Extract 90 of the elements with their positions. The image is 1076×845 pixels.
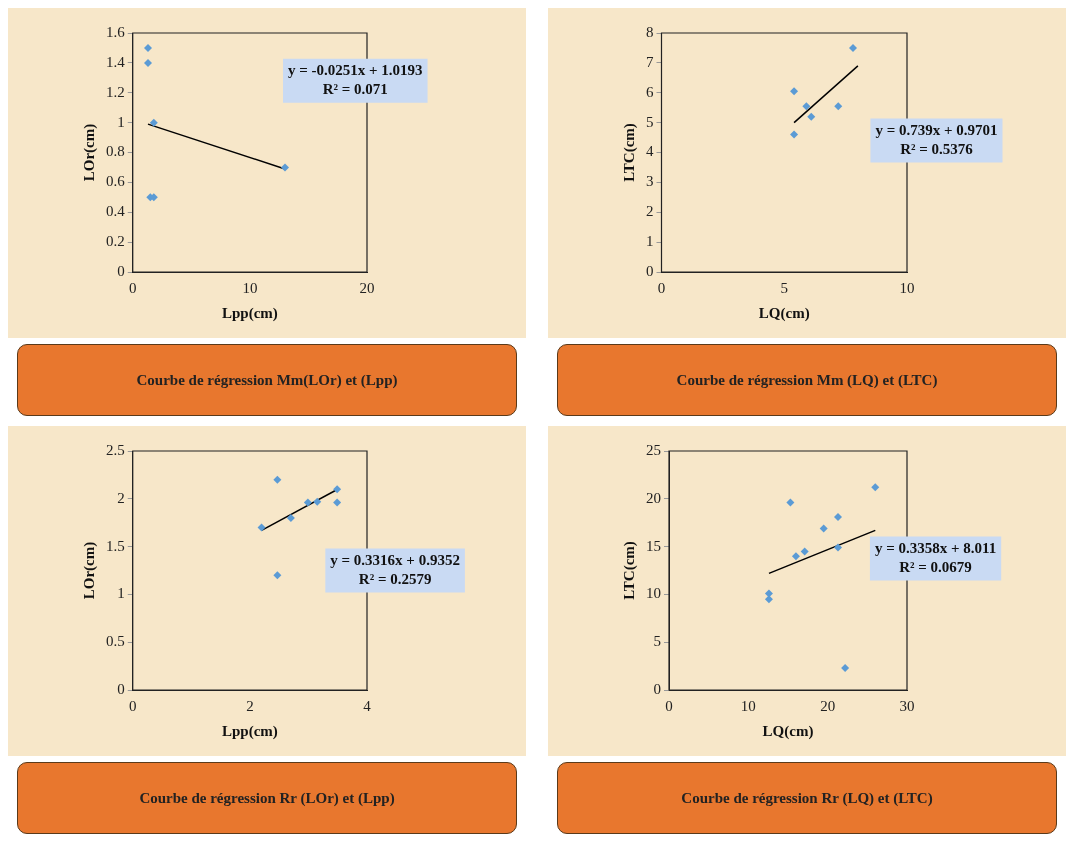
y-tick-label: 0 xyxy=(117,262,125,279)
point xyxy=(281,163,290,172)
point xyxy=(764,595,773,604)
point xyxy=(143,43,152,52)
y-tick-label: 1 xyxy=(117,113,125,130)
point xyxy=(257,523,266,532)
y-tick-label: 0 xyxy=(646,262,654,279)
point xyxy=(273,475,282,484)
x-tick-label: 4 xyxy=(363,697,372,714)
annotation: R² = 0.0679 xyxy=(899,558,972,575)
point xyxy=(807,112,816,121)
y-tick-label: 0.4 xyxy=(106,203,126,220)
point xyxy=(149,118,158,127)
y-tick-label: 1.5 xyxy=(106,537,125,554)
y-axis-title: LTC(cm) xyxy=(620,541,638,600)
x-axis-title: Lpp(cm) xyxy=(221,304,278,322)
y-tick-label: 1.6 xyxy=(106,23,126,40)
y-axis-title: LOr(cm) xyxy=(80,541,98,600)
point xyxy=(333,498,342,507)
y-tick-label: 2.5 xyxy=(106,441,125,458)
y-tick-label: 10 xyxy=(646,585,661,602)
x-axis-title: LQ(cm) xyxy=(762,722,814,740)
y-tick-label: 5 xyxy=(653,633,661,650)
x-tick-label: 2 xyxy=(246,697,254,714)
point xyxy=(819,524,828,533)
point xyxy=(764,589,773,598)
x-tick-label: 10 xyxy=(242,279,258,296)
annotation: y = 0.3358x + 8.011 xyxy=(874,539,997,556)
x-tick-label: 10 xyxy=(899,279,915,296)
point xyxy=(333,485,342,494)
y-tick-label: 2 xyxy=(646,203,654,220)
y-tick-label: 1.2 xyxy=(106,83,125,100)
y-tick-label: 3 xyxy=(646,173,654,190)
y-tick-label: 25 xyxy=(646,441,661,458)
point xyxy=(871,483,880,492)
text: Courbe de régression Rr (LQ) et (LTC) xyxy=(557,762,1057,834)
point xyxy=(841,664,850,673)
y-axis-title: LOr(cm) xyxy=(80,123,98,182)
y-tick-label: 8 xyxy=(646,23,654,40)
y-tick-label: 0.6 xyxy=(106,173,126,190)
point xyxy=(791,552,800,561)
y-tick-label: 15 xyxy=(646,537,661,554)
point xyxy=(848,43,857,52)
y-tick-label: 0 xyxy=(117,680,125,697)
annotation: y = 0.3316x + 0.9352 xyxy=(330,551,460,568)
y-tick-label: 5 xyxy=(646,113,654,130)
text: Courbe de régression Mm (LQ) et (LTC) xyxy=(557,344,1057,416)
annotation: y = 0.739x + 0.9701 xyxy=(875,121,998,138)
y-tick-label: 0 xyxy=(653,680,661,697)
y-tick-label: 0.5 xyxy=(106,633,125,650)
point xyxy=(802,102,811,111)
x-tick-label: 0 xyxy=(129,279,137,296)
x-tick-label: 0 xyxy=(129,697,137,714)
point xyxy=(303,498,312,507)
y-tick-label: 7 xyxy=(646,53,654,70)
y-tick-label: 20 xyxy=(646,489,661,506)
y-axis-title: LTC(cm) xyxy=(620,123,638,182)
y-tick-label: 2 xyxy=(117,489,125,506)
y-tick-label: 1 xyxy=(646,233,654,250)
point xyxy=(143,58,152,67)
x-tick-label: 0 xyxy=(665,697,673,714)
point xyxy=(790,130,799,139)
annotation: y = -0.0251x + 1.0193 xyxy=(287,62,423,79)
x-tick-label: 20 xyxy=(359,279,375,296)
x-tick-label: 10 xyxy=(740,697,756,714)
annotation: R² = 0.5376 xyxy=(900,140,974,157)
x-tick-label: 20 xyxy=(820,697,836,714)
annotation: R² = 0.071 xyxy=(322,81,388,98)
point xyxy=(833,543,842,552)
y-tick-label: 1.4 xyxy=(106,53,126,70)
point xyxy=(313,497,322,506)
point xyxy=(800,547,809,556)
point xyxy=(790,87,799,96)
y-tick-label: 6 xyxy=(646,83,654,100)
y-tick-label: 0.2 xyxy=(106,233,125,250)
y-tick-label: 4 xyxy=(646,143,654,160)
x-axis-title: Lpp(cm) xyxy=(221,722,278,740)
annotation: R² = 0.2579 xyxy=(358,570,432,587)
point xyxy=(834,102,843,111)
point xyxy=(273,571,282,580)
point xyxy=(833,512,842,521)
x-axis-title: LQ(cm) xyxy=(758,304,810,322)
point xyxy=(286,513,295,522)
x-tick-label: 30 xyxy=(899,697,915,714)
text: Courbe de régression Mm(LOr) et (Lpp) xyxy=(17,344,517,416)
x-tick-label: 5 xyxy=(780,279,788,296)
y-tick-label: 0.8 xyxy=(106,143,125,160)
point xyxy=(786,498,795,507)
y-tick-label: 1 xyxy=(117,585,125,602)
text: Courbe de régression Rr (LOr) et (Lpp) xyxy=(17,762,517,834)
